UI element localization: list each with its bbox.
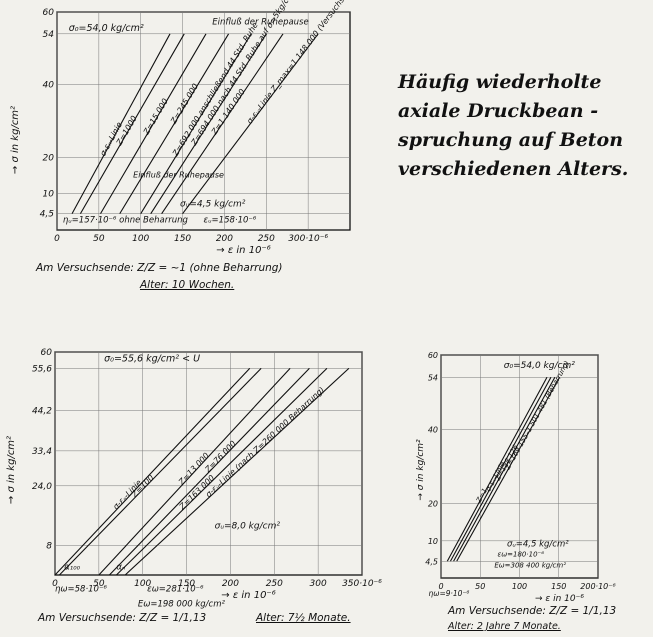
c2-x-tick-label: 200 (222, 579, 239, 589)
c1-series-line (140, 33, 252, 214)
c2-y-tick-label: 33,4 (32, 447, 52, 457)
c2-y-tick-label: 24,0 (32, 482, 52, 492)
c3-y-tick-label: 4,5 (425, 557, 438, 566)
c2-series-line (98, 367, 291, 576)
c1-series-line (150, 33, 267, 214)
c2-annotation-alphan: αₙ (116, 562, 126, 572)
c2-x-tick-label: 50 (93, 579, 105, 589)
c3-annotation-eta: ηω=9·10⁻⁶ (428, 589, 469, 598)
c1-series-line (161, 33, 284, 214)
c1-y-tick-label: 20 (43, 153, 55, 163)
c2-y-tick-label: 44,2 (32, 407, 52, 417)
c3-y-tick-label: 20 (428, 500, 438, 509)
c1-x-tick-label: 0 (54, 234, 60, 244)
c3-y-tick-label: 54 (428, 373, 438, 382)
figure-title: Häufig wiederholte axiale Druckbean - sp… (398, 68, 648, 184)
c3-y-tick-label: 60 (428, 351, 438, 360)
c2-x-tick-label: 0 (52, 579, 58, 589)
c2-y-axis-label: → σ in kg/cm² (6, 436, 17, 504)
c1-annotation-sigma_o: σ₀=54,0 kg/cm² (69, 23, 144, 34)
c2-series-line (58, 367, 262, 576)
caption-c1-age: Alter: 10 Wochen. (140, 279, 235, 291)
c1-series-line (119, 33, 230, 214)
caption-c1-end: Am Versuchsende: Z/Z = ~1 (ohne Beharrun… (36, 262, 283, 274)
c1-x-tick-label: 50 (93, 234, 105, 244)
c3-x-tick-label: 200·10⁻⁶ (580, 582, 616, 591)
c1-annotation-ruhepause: Einfluß der Ruhepause (212, 18, 308, 28)
caption-c2-end: Am Versuchsende: Z/Z = 1/1,13 (38, 612, 207, 624)
c2-x-tick-label: 150 (178, 579, 195, 589)
title-line-2: axiale Druckbean - (398, 100, 599, 122)
caption-c3-end: Am Versuchsende: Z/Z = 1/1,13 (448, 605, 617, 617)
c2-series-line (108, 367, 310, 576)
c2-series-line (54, 367, 251, 576)
c1-annotation-eps: εᵤ=158·10⁻⁶ (204, 216, 257, 226)
c3-series-label: Z=169 155–1 501 481 (Beharrung) (503, 359, 571, 472)
title-line-4: verschiedenen Alters. (398, 158, 629, 180)
c3-y-axis-label: → σ in kg/cm² (416, 439, 426, 501)
c3-series-line (453, 377, 556, 562)
c2-series-line (124, 367, 350, 576)
c1-y-tick-label: 40 (43, 81, 55, 91)
c3-annotation-sigma_u: σᵤ=4,5 kg/cm² (507, 539, 569, 549)
c3-y-tick-label: 40 (428, 425, 438, 434)
c3-annotation-sigma_o: σ₀=54,0 kg/cm² (504, 361, 575, 371)
c1-series-line (100, 33, 207, 214)
c2-y-tick-label: 60 (41, 348, 53, 358)
title-line-1: Häufig wiederholte (398, 71, 602, 93)
c1-y-tick-label: 54 (43, 30, 55, 40)
c1-series-line (79, 33, 185, 214)
c3-x-tick-label: 150 (551, 582, 566, 591)
c3-x-tick-label: 100 (512, 582, 527, 591)
c2-annotation-eta: ηω=58·10⁻⁶ (55, 585, 107, 595)
c2-annotation-E: Eω=198 000 kg/cm² (138, 600, 226, 610)
c1-series-line (182, 33, 319, 214)
c1-x-axis-label: → ε in 10⁻⁶ (216, 245, 270, 256)
c2-x-tick-label: 100 (134, 579, 151, 589)
c2-x-tick-label: 350·10⁻⁶ (342, 579, 382, 589)
c1-y-tick-label: 60 (43, 8, 55, 18)
c1-annotation-ruhepause2: Einfluß der Ruhepause (133, 170, 224, 179)
c3-series-line (449, 377, 552, 562)
c3-series-line (446, 377, 548, 562)
c2-annotation-alpha0: α₁₀₀ (64, 562, 80, 572)
c3-annotation-E: Eω=308 400 kg/cm² (494, 562, 566, 570)
c1-annotation-eta: ηᵤ=157·10⁻⁶ ohne Beharrung (63, 216, 189, 226)
c2-annotation-eps: εω=281·10⁻⁶ (147, 585, 204, 595)
c1-y-tick-label: 4,5 (40, 210, 55, 220)
c2-x-tick-label: 250 (266, 579, 283, 589)
c3-x-axis-label: → ε in 10⁻⁶ (535, 594, 584, 604)
c2-y-tick-label: 55,6 (32, 364, 52, 374)
c1-y-axis-label: → σ in kg/cm² (10, 106, 21, 174)
c1-series-line (71, 33, 171, 214)
c1-x-tick-label: 300·10⁻⁶ (288, 234, 328, 244)
c3-series-line (456, 377, 561, 562)
c2-x-axis-label: → ε in 10⁻⁶ (221, 590, 275, 601)
c1-x-tick-label: 100 (132, 234, 149, 244)
caption-c2-age: Alter: 7½ Monate. (256, 612, 351, 624)
caption-c3-age: Alter: 2 Jahre 7 Monate. (448, 621, 561, 632)
c3-x-tick-label: 50 (475, 582, 485, 591)
c1-x-tick-label: 150 (174, 234, 191, 244)
title-line-3: spruchung auf Beton (398, 129, 624, 151)
c3-annotation-eps: εω=180·10⁻⁶ (498, 550, 545, 558)
c1-x-tick-label: 250 (258, 234, 275, 244)
c1-x-tick-label: 200 (216, 234, 233, 244)
c2-annotation-sigma_u: σᵤ=8,0 kg/cm² (215, 522, 281, 532)
c2-x-tick-label: 300 (310, 579, 327, 589)
c2-annotation-sigma_o: σ₀=55,6 kg/cm² < U (104, 353, 200, 364)
c3-x-tick-label: 0 (438, 582, 443, 591)
c2-series-line (116, 367, 328, 576)
c2-y-tick-label: 8 (46, 541, 52, 551)
c1-annotation-sigma_u: σᵤ=4,5 kg/cm² (180, 199, 246, 209)
c1-y-tick-label: 10 (43, 190, 55, 200)
c3-y-tick-label: 10 (428, 537, 438, 546)
